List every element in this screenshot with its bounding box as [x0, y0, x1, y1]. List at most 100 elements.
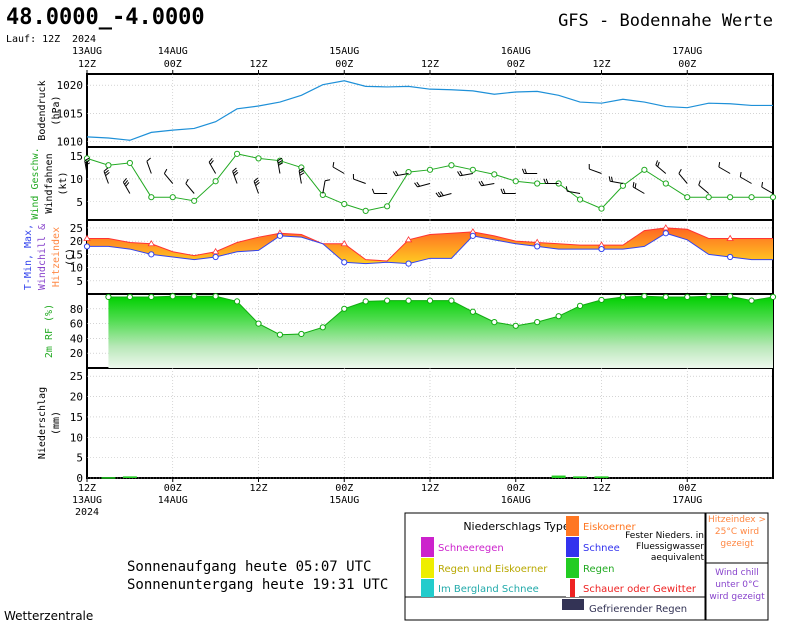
y-tick-label: 80 — [70, 303, 83, 316]
y-tick-label: 1020 — [57, 79, 84, 92]
humidity-point — [705, 293, 712, 300]
top-tick-day: 14AUG — [158, 46, 188, 57]
bottom-tick-day: 14AUG — [158, 495, 188, 506]
wind-barb — [392, 170, 409, 177]
wind-barb — [608, 176, 624, 184]
wind-barb-flag — [232, 167, 237, 172]
wind-speed-point — [426, 166, 434, 173]
wind-speed-point — [576, 196, 584, 203]
wind-speed-point — [684, 194, 691, 201]
wind-barb — [185, 178, 195, 194]
wind-barb-flag — [233, 172, 239, 177]
wind-barb — [103, 167, 110, 184]
tmax-point — [662, 224, 670, 231]
bottom-tick-hour: 00Z — [507, 483, 525, 494]
bottom-year: 2024 — [75, 507, 99, 518]
chart-title: GFS - Bodennahe Werte — [558, 11, 773, 31]
wind-barb-flag — [277, 160, 283, 164]
y-axis-label-wind: Wind Geschw. — [30, 147, 41, 219]
wind-barb-flag — [332, 161, 335, 168]
top-tick-hour: 12Z — [78, 59, 96, 70]
humidity-point — [362, 298, 369, 305]
wind-barb-flag — [299, 172, 305, 176]
wind-barb — [298, 167, 305, 184]
y-tick-label: 5 — [76, 452, 83, 465]
wind-speed-point — [384, 203, 391, 210]
top-tick-hour: 12Z — [421, 59, 439, 70]
wind-barb — [739, 171, 752, 184]
tmin-point — [83, 243, 91, 250]
tmin-point — [276, 232, 284, 239]
y-tick-label: 40 — [70, 332, 83, 345]
y-axis-label-temperature: Windchill & — [37, 224, 48, 290]
swatch-gefrierend — [562, 599, 584, 610]
swatch-eiskoerner — [566, 516, 579, 536]
humidity-point — [276, 331, 284, 338]
wind-barb-flag — [395, 170, 399, 176]
swatch-bergland — [421, 579, 434, 597]
swatch-regen-eis — [421, 558, 434, 578]
humidity-point — [341, 305, 348, 312]
humidity-point — [148, 293, 155, 301]
tmin-point — [148, 251, 155, 258]
wind-barb-flag — [611, 176, 613, 182]
y-tick-label: 15 — [70, 411, 83, 424]
wind-barb — [146, 157, 152, 174]
label-schnee: Schnee — [583, 543, 620, 554]
humidity-point — [255, 320, 262, 327]
label-regen: Regen — [583, 564, 615, 575]
y-tick-label: 1015 — [57, 107, 84, 120]
wind-barb-flag — [277, 157, 283, 162]
humidity-point — [191, 293, 198, 300]
y-tick-label: 20 — [70, 235, 83, 248]
wind-barb — [565, 186, 581, 194]
wind-speed-point — [641, 166, 648, 173]
bottom-tick-hour: 00Z — [164, 483, 182, 494]
wind-barb-flag — [125, 182, 130, 187]
humidity-point — [319, 324, 326, 331]
humidity-point — [512, 322, 519, 329]
legend-title: Niederschlags Typen — [463, 520, 576, 533]
tmax-point — [404, 236, 413, 243]
legend-box — [404, 512, 706, 621]
wind-barb — [698, 180, 710, 194]
tmin-point — [727, 253, 734, 261]
wind-barb-flag — [371, 188, 375, 194]
tmin-point — [212, 253, 219, 261]
wind-speed-point — [212, 178, 219, 185]
label-schauer: Schauer oder Gewitter — [583, 584, 697, 595]
wind-barb-flag — [480, 180, 485, 186]
tmin-line — [87, 232, 773, 265]
wind-barb-flag — [163, 168, 168, 174]
swatch-schneeregen — [421, 537, 434, 557]
wind-barb-flag — [253, 177, 259, 182]
wind-barb-flag — [545, 178, 549, 184]
wind-barb-flag — [233, 169, 238, 174]
humidity-point — [534, 319, 541, 326]
wind-barb-flag — [524, 168, 527, 174]
humidity-area — [108, 296, 773, 368]
wind-barb-flag — [255, 182, 260, 187]
top-tick-hour: 00Z — [678, 59, 696, 70]
bottom-tick-hour: 12Z — [592, 483, 610, 494]
label-fester: Fester Nieders. in Fluessigwasser aequiv… — [625, 531, 704, 563]
wind-barb-flag — [146, 157, 151, 162]
humidity-point — [126, 293, 133, 301]
label-fester-wrap: Fester Nieders. in Fluessigwasser aequiv… — [625, 531, 704, 563]
notes-box: Hitzeindex > 25°C wird gezeigt Wind chil… — [705, 512, 769, 621]
y-tick-label: 20 — [70, 347, 83, 360]
humidity-point — [491, 319, 498, 326]
wind-barb-flag — [565, 186, 568, 192]
wind-speed-point — [512, 178, 519, 185]
wind-barb-flag — [761, 181, 764, 188]
bottom-tick-hour: 00Z — [678, 483, 696, 494]
y-tick-label: 25 — [70, 222, 83, 235]
wind-barb — [478, 180, 495, 187]
humidity-point — [619, 293, 627, 301]
wind-barb — [232, 167, 239, 184]
wind-speed-point — [341, 200, 348, 208]
bottom-tick-day: 17AUG — [672, 495, 702, 506]
wind-barb-flag — [185, 178, 189, 184]
wind-barb-flag — [278, 162, 284, 166]
windchill-note-wrap: Wind chill unter 0°C wird gezeigt — [709, 568, 764, 602]
